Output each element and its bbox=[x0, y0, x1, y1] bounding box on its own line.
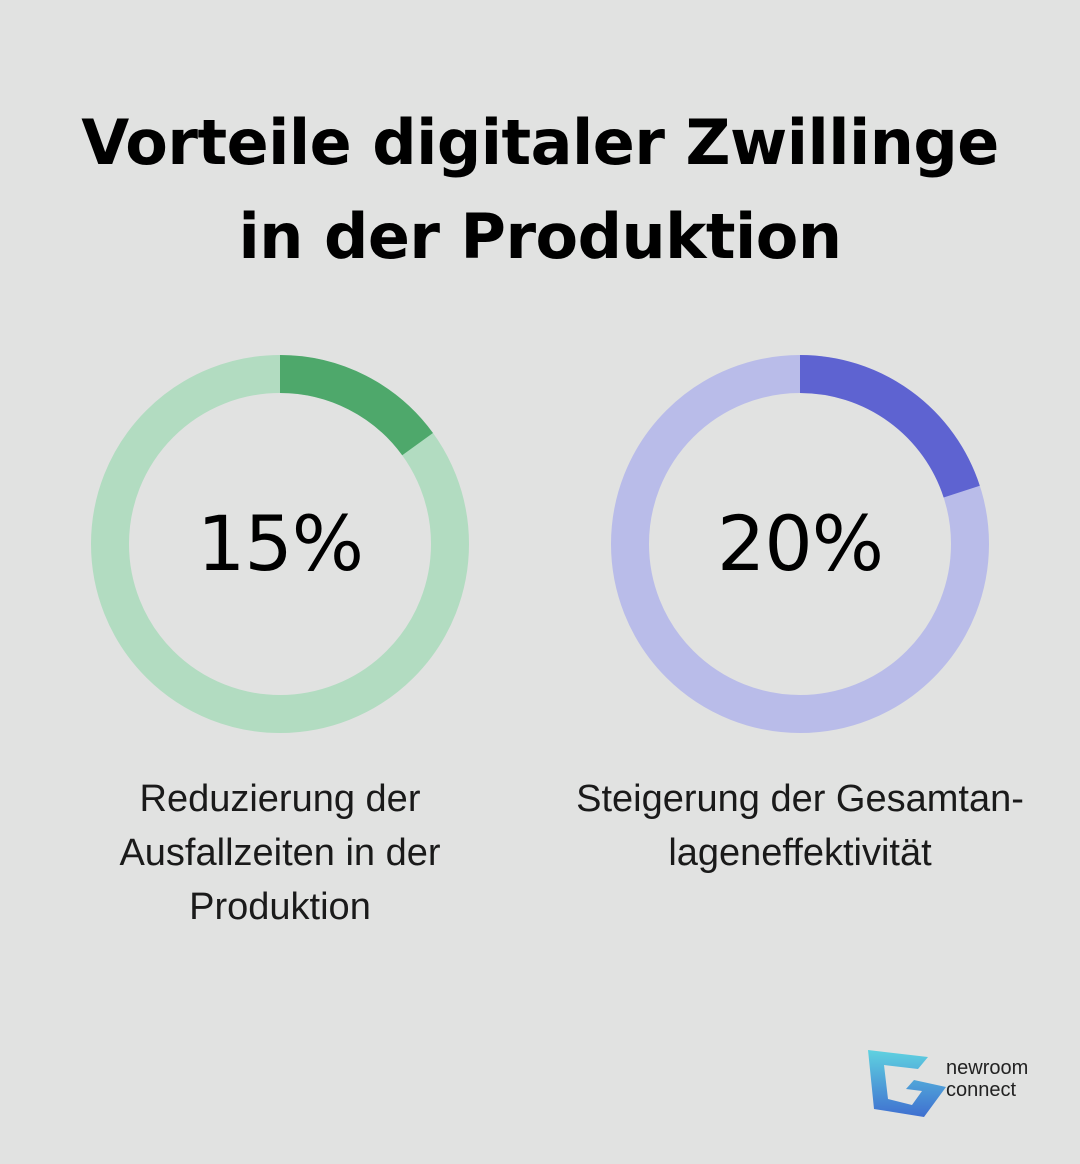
donut-value-label-oee: 20% bbox=[717, 499, 884, 588]
donut-svg-downtime bbox=[91, 355, 469, 733]
donut-chart-downtime: 15% bbox=[91, 355, 469, 733]
logo-wordmark: newroom connect bbox=[946, 1057, 1028, 1101]
caption-line: Reduzierung der bbox=[139, 778, 421, 820]
caption-downtime: Reduzierung der Ausfallzeiten in der Pro… bbox=[60, 772, 500, 934]
donut-value-arc-oee bbox=[611, 355, 989, 733]
caption-line: Ausfallzeiten in der bbox=[119, 832, 441, 874]
donut-value-arc-downtime bbox=[91, 355, 469, 733]
page-title: Vorteile digitaler Zwillinge in der Prod… bbox=[0, 96, 1080, 284]
logo-text-line-2: connect bbox=[946, 1079, 1017, 1101]
donut-chart-oee: 20% bbox=[611, 355, 989, 733]
title-line-1: Vorteile digitaler Zwillinge bbox=[81, 106, 999, 179]
donut-svg-oee bbox=[611, 355, 989, 733]
caption-line: Produktion bbox=[189, 886, 371, 928]
logo-mark-icon bbox=[868, 1050, 946, 1117]
caption-line: lageneffektivität bbox=[668, 832, 932, 874]
caption-line: Steigerung der Gesamtan- bbox=[576, 778, 1024, 820]
logo-text-line-1: newroom bbox=[946, 1057, 1029, 1079]
donut-value-label-downtime: 15% bbox=[197, 499, 364, 588]
caption-oee: Steigerung der Gesamtan- lageneffektivit… bbox=[540, 772, 1060, 880]
title-line-2: in der Produktion bbox=[238, 200, 842, 273]
newroom-connect-logo: newroom connect bbox=[866, 1047, 1046, 1123]
